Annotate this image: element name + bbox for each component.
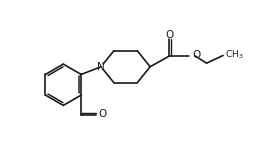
Text: O: O [99,109,107,119]
Text: O: O [166,30,174,39]
Text: O: O [192,50,200,60]
Text: CH$_3$: CH$_3$ [225,48,244,61]
Text: N: N [97,62,105,72]
